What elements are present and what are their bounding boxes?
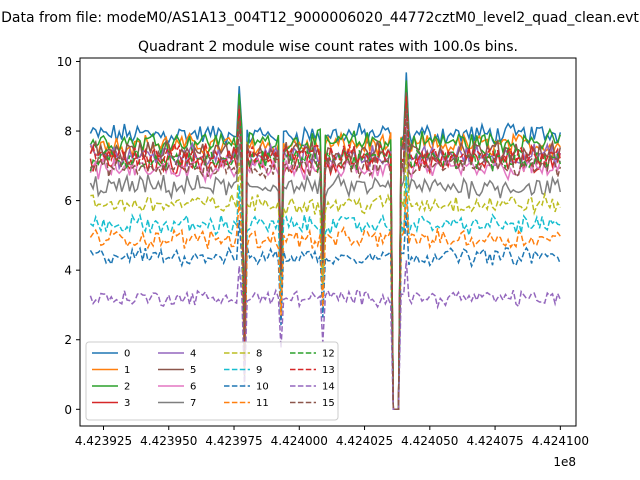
chart-title: Quadrant 2 module wise count rates with … <box>138 39 518 55</box>
series-line-9 <box>89 176 561 411</box>
legend-label-12: 12 <box>322 349 335 360</box>
x-tick-label: 4.423950 <box>140 434 197 448</box>
legend-label-14: 14 <box>322 382 335 393</box>
figure-suptitle: Data from file: modeM0/AS1A13_004T12_900… <box>1 10 639 26</box>
legend-label-15: 15 <box>322 398 335 409</box>
x-offset-label: 1e8 <box>553 455 576 469</box>
x-axis: 4.423925 4.423950 4.423975 4.424000 4.424025… <box>75 426 589 448</box>
legend-label-4: 4 <box>190 349 196 360</box>
y-tick-label: 10 <box>57 55 72 69</box>
legend-label-10: 10 <box>256 382 269 393</box>
series-line-15 <box>89 108 562 411</box>
legend-label-13: 13 <box>322 365 335 376</box>
legend-label-3: 3 <box>124 398 130 409</box>
axes-frame <box>79 57 577 427</box>
series-line-14 <box>89 260 561 411</box>
legend-label-9: 9 <box>256 365 262 376</box>
series-line-10 <box>89 212 561 411</box>
y-tick-label: 4 <box>64 264 72 278</box>
legend-label-1: 1 <box>124 365 130 376</box>
x-tick-label: 4.424075 <box>466 434 523 448</box>
legend-label-7: 7 <box>190 398 196 409</box>
legend-label-5: 5 <box>190 365 196 376</box>
series-line-11 <box>89 192 561 411</box>
series-line-12 <box>89 100 562 411</box>
series-line-7 <box>89 132 562 411</box>
legend-label-0: 0 <box>124 349 130 360</box>
series-layer <box>89 72 562 411</box>
y-tick-label: 8 <box>64 125 72 139</box>
y-tick-label: 6 <box>64 194 72 208</box>
x-tick-label: 4.423975 <box>205 434 262 448</box>
x-tick-label: 4.424025 <box>336 434 393 448</box>
series-line-13 <box>89 96 562 411</box>
x-tick-label: 4.424100 <box>532 434 589 448</box>
legend-label-6: 6 <box>190 382 196 393</box>
series-line-8 <box>90 152 561 411</box>
y-tick-label: 2 <box>64 333 72 347</box>
legend-label-8: 8 <box>256 349 262 360</box>
x-tick-label: 4.424050 <box>401 434 458 448</box>
x-tick-label: 4.423925 <box>75 434 132 448</box>
legend-box <box>85 341 339 421</box>
y-axis: 0 2 4 6 8 10 <box>57 55 80 417</box>
y-tick-label: 0 <box>64 403 72 417</box>
x-tick-label: 4.424000 <box>271 434 328 448</box>
series-line-5 <box>89 92 562 411</box>
legend-label-2: 2 <box>124 382 130 393</box>
legend-label-11: 11 <box>256 398 269 409</box>
